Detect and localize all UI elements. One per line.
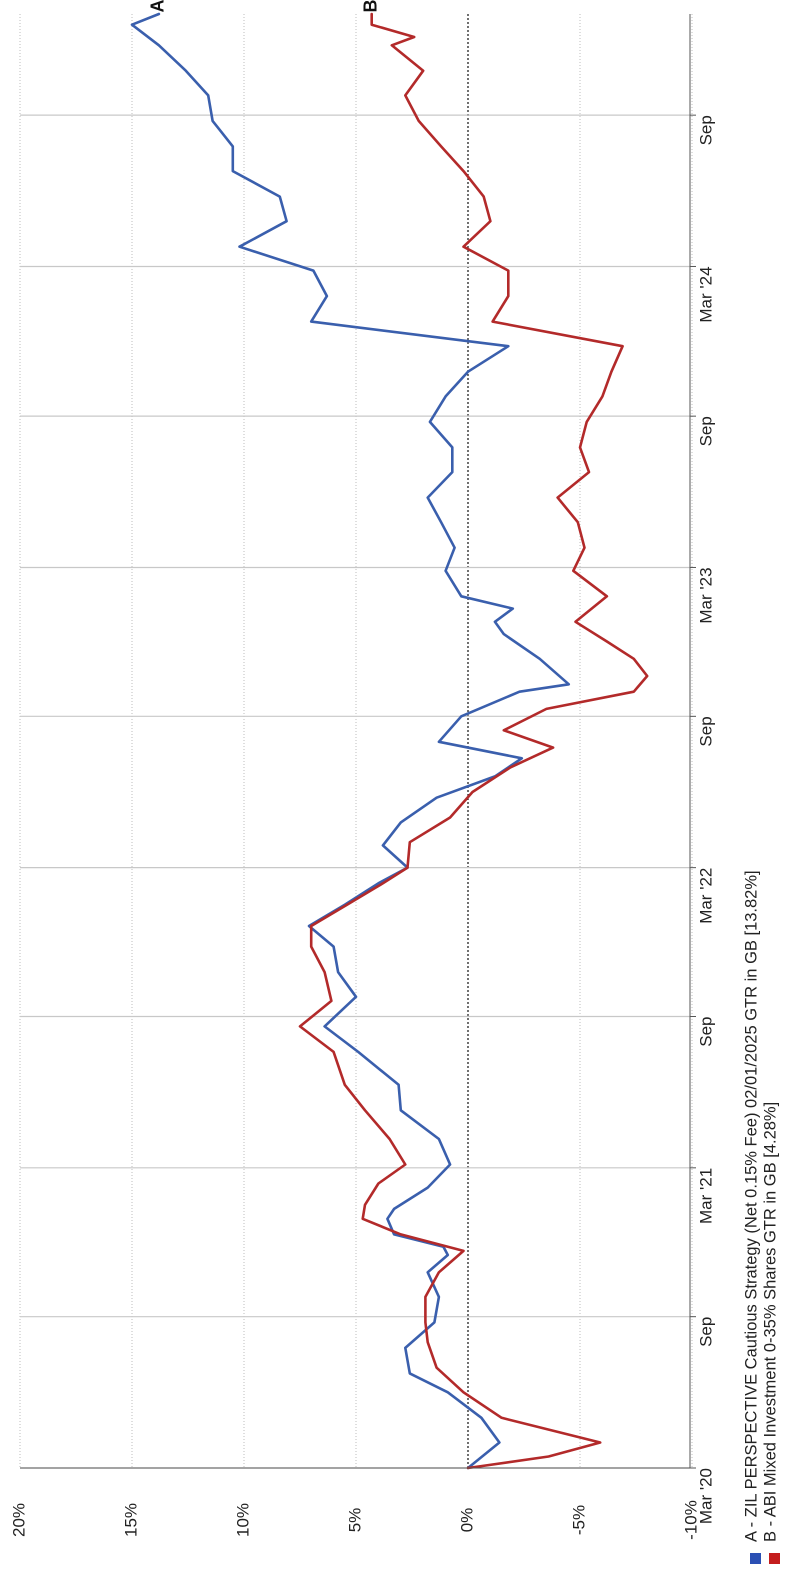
series-line-B — [298, 12, 649, 1470]
date-tick-label: Sep — [696, 416, 715, 446]
legend-swatch-A — [750, 1553, 761, 1564]
end-label-B: B — [360, 0, 380, 13]
date-tick-label: Sep — [696, 716, 715, 746]
date-tick-label: Mar '20 — [696, 1468, 715, 1524]
date-tick-label: Sep — [696, 1017, 715, 1047]
end-label-A: A — [148, 0, 168, 13]
date-tick-label: Mar '21 — [696, 1168, 715, 1224]
axes — [20, 14, 696, 1469]
series-line-A — [130, 12, 571, 1470]
tick-labels: A B 20% 15% 10% 5% 0% -5% -10%Mar '20 Sep Mar '21 S… — [9, 0, 715, 1540]
date-tick-label: Sep — [696, 1317, 715, 1347]
date-tick-label: Sep — [696, 115, 715, 145]
value-tick-label: 0% — [457, 1508, 476, 1533]
value-tick-label: 15% — [121, 1503, 140, 1537]
series-lines — [130, 12, 649, 1470]
value-tick-label: 20% — [9, 1503, 28, 1537]
date-tick-label: Mar '23 — [696, 567, 715, 623]
value-tick-label: -10% — [681, 1500, 700, 1540]
date-tick-label: Mar '22 — [696, 868, 715, 924]
value-tick-label: -5% — [569, 1505, 588, 1535]
value-tick-label: 5% — [345, 1508, 364, 1533]
legend: A - ZIL PERSPECTIVE Cautious Strategy (N… — [742, 870, 780, 1564]
legend-label-A: A - ZIL PERSPECTIVE Cautious Strategy (N… — [742, 870, 760, 1542]
legend-label-B: B - ABI Mixed Investment 0-35% Shares GT… — [761, 1102, 779, 1542]
value-tick-label: 10% — [233, 1503, 252, 1537]
grid-lines — [19, 14, 693, 1469]
legend-swatch-B — [769, 1553, 780, 1564]
date-tick-label: Mar '24 — [696, 266, 715, 322]
